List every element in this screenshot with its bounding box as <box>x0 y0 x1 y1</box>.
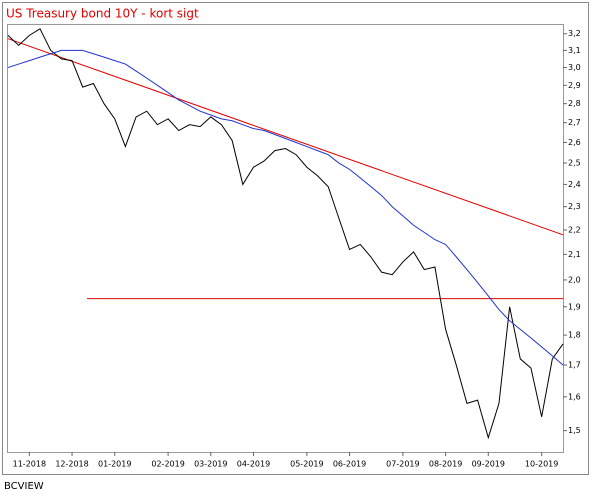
x-tick-label: 02-2019 <box>151 460 184 469</box>
series-line <box>7 28 564 440</box>
source-label: BCVIEW <box>4 481 44 492</box>
x-tick-label: 08-2019 <box>429 460 462 469</box>
trend-line <box>7 38 564 236</box>
y-tick-label: 2,8 <box>568 99 581 108</box>
x-tick-label: 09-2019 <box>472 460 505 469</box>
x-tick-label: 03-2019 <box>194 460 227 469</box>
y-tick-label: 2,3 <box>568 202 581 211</box>
x-tick-label: 12-2018 <box>55 460 88 469</box>
y-tick-label: 1,9 <box>568 302 581 311</box>
y-tick-label: 2,1 <box>568 250 581 259</box>
y-tick-label: 1,6 <box>568 392 581 401</box>
y-tick-label: 1,7 <box>568 361 581 370</box>
y-tick-label: 3,0 <box>568 63 581 72</box>
x-tick-label: 10-2019 <box>525 460 558 469</box>
x-tick-label: 07-2019 <box>386 460 419 469</box>
y-tick-label: 2,7 <box>568 118 581 127</box>
chart-title: US Treasury bond 10Y - kort sigt <box>6 7 199 21</box>
x-tick-label: 06-2019 <box>333 460 366 469</box>
y-tick-label: 1,5 <box>568 426 581 435</box>
y-tick-label: 3,1 <box>568 46 581 55</box>
x-tick-label: 04-2019 <box>237 460 270 469</box>
x-tick-label: 11-2018 <box>13 460 46 469</box>
y-tick-label: 2,6 <box>568 138 581 147</box>
chart-frame <box>2 2 589 475</box>
y-tick-label: 2,9 <box>568 81 581 90</box>
y-tick-label: 3,2 <box>568 29 581 38</box>
y-tick-label: 2,5 <box>568 159 581 168</box>
y-tick-label: 2,2 <box>568 226 581 235</box>
y-tick-label: 1,8 <box>568 331 581 340</box>
x-tick-label: 01-2019 <box>98 460 131 469</box>
y-tick-label: 2,0 <box>568 275 581 284</box>
series-line <box>7 49 564 366</box>
plot-frame <box>7 24 564 453</box>
y-tick-label: 2,4 <box>568 180 581 189</box>
x-tick-label: 05-2019 <box>290 460 323 469</box>
